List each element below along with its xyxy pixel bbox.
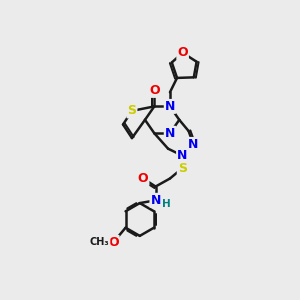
Text: CH₃: CH₃: [90, 237, 110, 248]
Text: N: N: [177, 149, 188, 162]
Text: O: O: [177, 46, 188, 59]
Text: H: H: [162, 199, 171, 209]
Text: N: N: [165, 100, 175, 113]
Text: O: O: [149, 84, 160, 97]
Text: S: S: [178, 162, 187, 175]
Text: S: S: [128, 104, 136, 117]
Text: O: O: [108, 236, 119, 249]
Text: N: N: [165, 127, 175, 140]
Text: N: N: [150, 194, 161, 207]
Text: N: N: [188, 138, 199, 151]
Text: O: O: [138, 172, 148, 185]
